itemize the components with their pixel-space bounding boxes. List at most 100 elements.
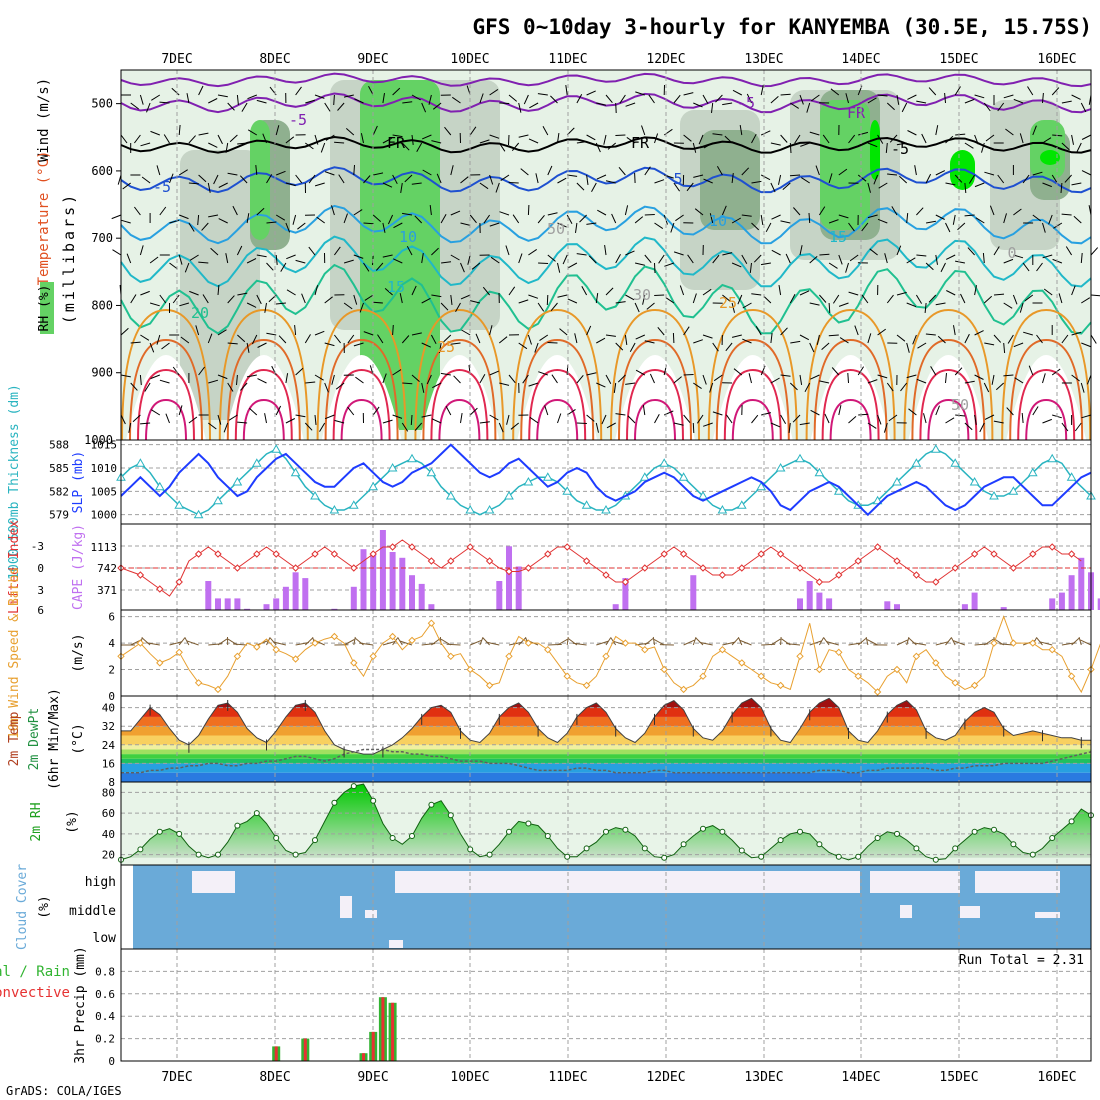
- cape-bar: [1097, 598, 1100, 610]
- wind-barb: [878, 182, 888, 189]
- wind-barb: [916, 254, 927, 257]
- wind-barb: [432, 382, 442, 389]
- lifted-index-marker: [175, 578, 183, 586]
- warm-isotherm: [707, 308, 798, 441]
- warm-isotherm: [634, 398, 676, 441]
- wind-barb: [551, 374, 558, 384]
- cape-bar: [331, 608, 338, 610]
- wind-speed-marker: [660, 665, 668, 674]
- wind-barb: [679, 285, 685, 296]
- wind-speed-marker: [1009, 639, 1018, 647]
- thickness-marker: [989, 490, 999, 500]
- wind-speed-marker: [582, 681, 591, 690]
- rh-marker: [738, 847, 745, 854]
- wind-speed-marker: [427, 619, 436, 627]
- wind-speed-marker: [621, 639, 630, 647]
- wind-barb: [262, 133, 267, 144]
- dry-boundary-layer: [419, 355, 500, 440]
- wind-barb: [363, 175, 371, 184]
- rh-marker: [894, 830, 900, 837]
- wind-barb: [716, 166, 723, 176]
- wind-barb: [665, 296, 675, 304]
- wind-barb: [428, 94, 432, 105]
- wind-barb: [1027, 86, 1034, 96]
- thickness-marker: [232, 476, 243, 486]
- wind-barb: [416, 142, 423, 152]
- wind-barb: [832, 294, 840, 304]
- wind-barb: [285, 222, 291, 233]
- wind-barb: [693, 339, 703, 344]
- wind-barb: [195, 325, 200, 336]
- wind-barb: [607, 142, 617, 150]
- warm-isotherm: [805, 308, 896, 441]
- wind-speed-marker: [485, 681, 494, 690]
- wind-barb: [625, 382, 636, 385]
- wind-barb: [489, 370, 499, 376]
- wind-barb: [1071, 285, 1076, 296]
- wind-barb: [1042, 373, 1046, 384]
- wind-barb: [693, 174, 704, 178]
- wind-barb: [737, 294, 743, 305]
- rh-marker: [932, 856, 939, 863]
- warm-isotherm: [137, 368, 195, 441]
- wind-barb: [617, 374, 626, 383]
- wind-barb: [596, 382, 606, 388]
- lifted-index-marker: [156, 585, 164, 593]
- wind-barb: [867, 97, 877, 104]
- wind-barb: [156, 165, 161, 176]
- wind-barb: [828, 219, 839, 224]
- lifted-index-marker: [815, 578, 824, 586]
- wind-barb: [364, 294, 374, 301]
- top-date-label: 9DEC: [357, 52, 388, 67]
- wind-barb: [603, 134, 607, 145]
- wind-barb: [780, 220, 791, 224]
- wind-barb: [275, 302, 286, 305]
- wind-barb: [955, 414, 966, 417]
- wind-barb: [711, 102, 714, 113]
- wind-barb: [692, 142, 697, 153]
- wind-barb: [877, 374, 888, 379]
- wind-barb: [469, 214, 477, 224]
- lifted-index-marker: [563, 543, 571, 551]
- wind-barb: [906, 342, 910, 353]
- wind-barb: [831, 367, 840, 376]
- wind-barb: [673, 182, 681, 192]
- wind-barb: [132, 414, 141, 423]
- wind-barb: [295, 174, 303, 184]
- wind-barb: [256, 99, 267, 104]
- warm-isotherm: [422, 338, 497, 441]
- panel-frame: [120, 948, 1092, 1062]
- wind-barb: [683, 414, 691, 424]
- wind-barb: [1058, 293, 1063, 304]
- wind-speed-marker: [699, 672, 707, 680]
- lifted-index-marker: [214, 550, 222, 558]
- wind-speed-marker: [466, 665, 474, 674]
- surface-wind-barb: [382, 640, 396, 646]
- surface-wind-barb: [304, 637, 313, 646]
- wind-barb: [576, 141, 587, 144]
- wind-barb: [974, 134, 979, 145]
- wind-barb: [111, 214, 122, 220]
- wind-barb: [873, 174, 879, 185]
- wind-barb: [1028, 365, 1034, 376]
- lifted-index-marker: [447, 557, 455, 565]
- wind-barb: [921, 133, 927, 144]
- wind-barb: [276, 170, 286, 176]
- wind-barb: [201, 222, 209, 231]
- cloud-left-margin: [121, 865, 133, 949]
- lifted-index-marker: [738, 564, 746, 572]
- wind-barb: [586, 222, 597, 225]
- thickness-marker: [698, 490, 708, 500]
- clear-low-cloud: [389, 940, 403, 948]
- wind-barb: [441, 261, 452, 264]
- wind-speed-marker: [854, 672, 862, 680]
- wind-barb: [1013, 254, 1024, 259]
- wind-barb: [731, 217, 742, 224]
- wind-speed-marker: [136, 639, 145, 647]
- bottom-date-label: 12DEC: [646, 1070, 685, 1085]
- surface-wind-barb: [652, 636, 655, 646]
- isotherm-label: 25: [719, 294, 737, 312]
- wind-barb: [1003, 374, 1014, 377]
- wind-barb: [867, 379, 878, 384]
- wind-barb: [642, 294, 646, 305]
